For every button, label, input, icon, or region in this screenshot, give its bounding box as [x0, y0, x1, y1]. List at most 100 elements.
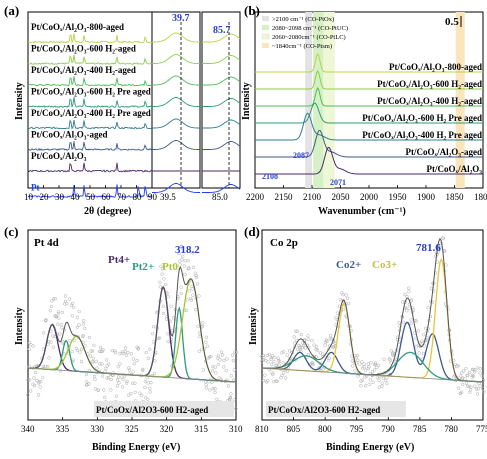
panel-c-data-point: [56, 310, 61, 314]
panel-d-data-point: [275, 379, 279, 384]
panel-d-data-point: [460, 390, 464, 394]
panel-c-data-point: [47, 356, 51, 360]
panel-c-data-point: [233, 350, 237, 354]
panel-d-data-point: [282, 350, 286, 354]
panel-d-data-point: [342, 307, 346, 312]
panel-c-data-point: [51, 334, 55, 338]
panel-d-data-point: [474, 387, 479, 391]
panel-d-data-point: [429, 286, 433, 290]
panel-b-peak-2108: 2108: [262, 172, 278, 181]
panel-b-trace-label: Pt/CoOₓ/Al₂O₃-aged: [406, 147, 482, 157]
panel-b-trace: [255, 52, 483, 73]
panel-b-xlabel: Wavenumber (cm⁻¹): [318, 206, 406, 217]
panel-c-data-point: [118, 352, 122, 356]
panel-c-data-point: [131, 370, 135, 374]
panel-d-xtick-label: 775: [476, 424, 487, 434]
panel-c-data-point: [88, 354, 93, 358]
panel-d-data-point: [457, 386, 461, 390]
panel-a-peak1-label: 39.7: [172, 13, 190, 24]
panel-c-data-point: [143, 379, 148, 384]
panel-d-ylabel: Intensity: [248, 307, 259, 345]
panel-c-data-point: [143, 385, 147, 390]
panel-a-zoom2-frame: [201, 11, 241, 189]
panel-a-zoom2-trace: [202, 33, 241, 43]
panel-c-data-point: [216, 354, 221, 358]
panel-c-data-point: [100, 362, 104, 366]
panel-a: Pt/CoOₓ/Al₂O₃-800-aged Pt/CoOₓ/Al₂O₃-600 …: [4, 3, 241, 217]
panel-c-data-point: [209, 354, 213, 359]
panel-b-xtick-label: 1800: [474, 192, 487, 202]
panel-a-trace: [27, 184, 153, 198]
panel-d-data-point: [456, 364, 460, 368]
panel-a-xtick-label: 30: [55, 192, 65, 202]
panel-c-data-point: [181, 254, 185, 258]
panel-c-data-point: [146, 381, 150, 385]
panel-c-xlabel: Binding Energy (eV): [92, 442, 180, 453]
panel-d-data-point: [299, 332, 303, 337]
panel-c-data-point: [197, 349, 201, 353]
panel-d-data-point: [321, 367, 325, 371]
panel-b-band-ptox: [305, 12, 312, 188]
panel-b-ylabel: Intensity: [241, 82, 252, 120]
panel-d-peak-label: 781.6: [416, 242, 441, 254]
panel-d-fit-component: [261, 257, 484, 383]
panel-b-xtick-label: 1900: [417, 192, 436, 202]
panel-c-data-point: [37, 380, 42, 384]
panel-c-data-point: [35, 378, 39, 383]
panel-b-trace: [255, 146, 483, 175]
panel-d-data-point: [422, 333, 426, 337]
panel-c-data-point: [183, 259, 187, 263]
panel-c-data-point: [91, 356, 95, 360]
panel-c-data-point: [105, 364, 109, 368]
panel-d-data-point: [266, 379, 270, 383]
panel-d-data-point: [282, 371, 286, 375]
panel-b-xtick-label: 1950: [389, 192, 408, 202]
panel-c-data-point: [38, 385, 42, 389]
panel-d-xticks: 810 805 800 795 790 785 780 775: [255, 417, 487, 434]
panel-c-data-point: [197, 294, 201, 298]
panel-d-species-co3: Co3+: [372, 259, 397, 271]
panel-d-data-point: [467, 370, 472, 375]
panel-d-data-point: [401, 300, 405, 304]
panel-c-data-point: [31, 344, 35, 348]
panel-d-data-point: [359, 384, 363, 388]
panel-c-data-point: [53, 297, 57, 301]
panel-a-zoom2-tick: 85.0: [212, 192, 228, 202]
panel-d-data-point: [414, 345, 418, 349]
panel-c-data-point: [161, 304, 166, 308]
panel-c-data-point: [178, 263, 182, 267]
panel-d-data-point: [295, 329, 299, 333]
panel-a-xtick-label: 20: [40, 192, 50, 202]
panel-d-data-point: [358, 362, 362, 366]
legend-ptox: >2100 cm⁻¹ (CO-PtOx): [272, 16, 334, 23]
panel-a-trace-label: Pt: [31, 183, 40, 193]
panel-b-xtick-label: 2200: [246, 192, 265, 202]
panel-c-data-point: [60, 326, 64, 330]
panel-c-xticks: 340 335 330 325 320 315 310: [21, 417, 243, 434]
panel-c-data-point: [113, 351, 118, 355]
panel-c-data-point: [94, 359, 98, 364]
panel-b-band-ptlc: [323, 12, 335, 188]
panel-c-data-point: [232, 368, 237, 372]
panel-d-data-point: [481, 378, 486, 383]
panel-c-fit-curves: [27, 266, 237, 383]
panel-c-data-point: [63, 294, 68, 298]
panel-a-zoom1-trace: [152, 183, 200, 193]
panel-c-data-point: [213, 387, 217, 391]
panel-d-data-point: [318, 362, 322, 366]
panel-d-data-point: [380, 381, 384, 385]
panel-c-data-point: [120, 385, 125, 389]
panel-c-data-point: [84, 372, 89, 377]
panel-c-data-point: [148, 386, 152, 391]
panel-d-data-point: [315, 348, 320, 352]
panel-b-xtick-label: 2000: [360, 192, 379, 202]
panel-c-data-point: [46, 364, 50, 369]
panel-c-data-point: [158, 280, 162, 284]
panel-a-zoom1-tick: 39.5: [160, 192, 176, 202]
panel-a-zoom1-trace: [152, 75, 200, 86]
panel-c-data-point: [148, 390, 152, 394]
panel-d-data-point: [363, 384, 368, 388]
panel-d-data-point: [367, 365, 371, 369]
panel-c-data-point: [203, 380, 208, 384]
panel-b-xtick-label: 2050: [332, 192, 351, 202]
